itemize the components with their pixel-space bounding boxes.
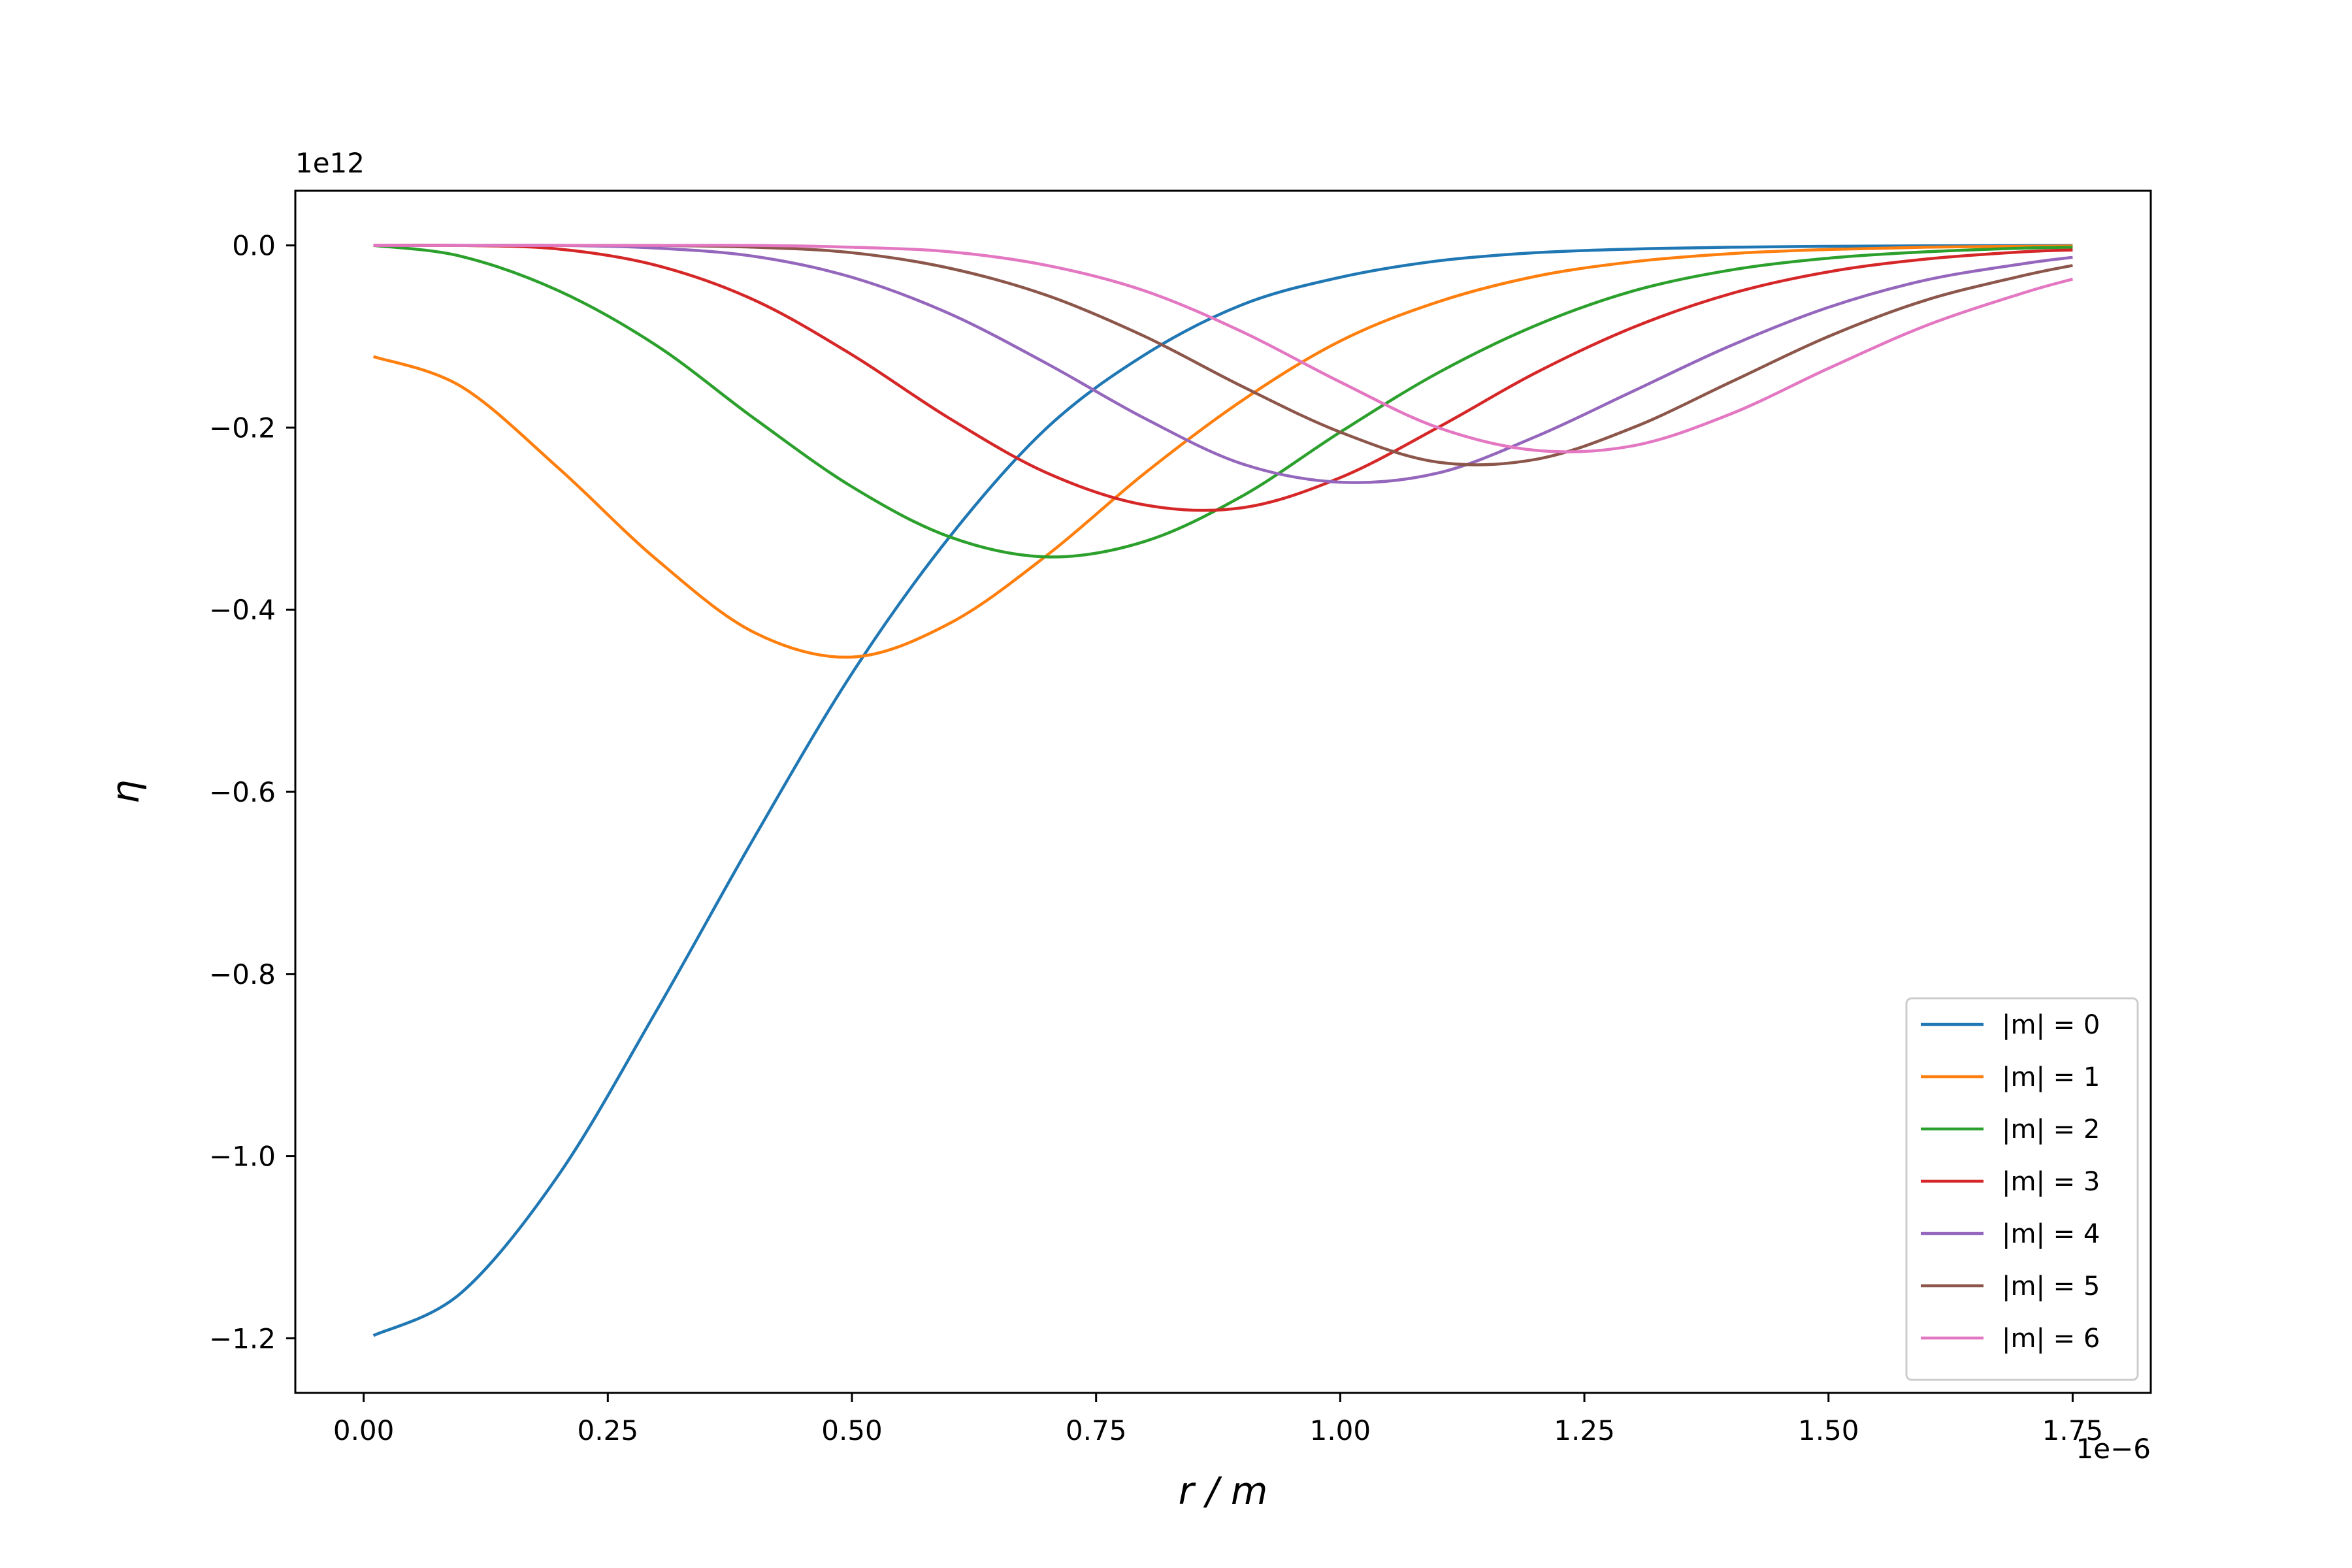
y-tick-label: 0.0 [232, 230, 276, 262]
x-axis-label: r / m [1179, 1469, 1268, 1513]
series-line-m6 [373, 244, 2074, 453]
x-tick-label: 0.75 [1066, 1414, 1127, 1446]
y-tick-label: −0.2 [209, 412, 276, 444]
y-tick-label: −0.6 [209, 776, 276, 808]
y-tick-label: −0.8 [209, 958, 276, 990]
x-axis-offset-label: 1e−6 [2076, 1433, 2151, 1465]
x-tick-label: 1.75 [2042, 1414, 2104, 1446]
x-tick-label: 1.00 [1310, 1414, 1371, 1446]
x-tick-label: 1.25 [1554, 1414, 1615, 1446]
y-axis-label: η [103, 780, 148, 804]
legend: |m| = 0 |m| = 1 |m| = 2 |m| = 3 |m| = 4 |m| =… [1905, 997, 2139, 1381]
series-line-m0 [372, 244, 2073, 1337]
x-tick-label: 0.25 [578, 1414, 639, 1446]
x-tick-label: 1.50 [1798, 1414, 1859, 1446]
legend-entry-label: |m| = 1 [2002, 1062, 2100, 1092]
legend-entry-label: |m| = 2 [2002, 1115, 2100, 1145]
x-tick-label: 0.50 [821, 1414, 883, 1446]
legend-entry-label: |m| = 3 [2002, 1167, 2100, 1197]
y-tick-label: −1.0 [209, 1141, 276, 1173]
series-line-m4 [373, 244, 2073, 484]
x-axis: 0.00 0.25 0.50 0.75 1.00 1.25 1.50 1.75 [333, 1393, 2103, 1446]
y-tick-label: −0.4 [209, 594, 276, 626]
y-axis-offset-label: 1e12 [295, 147, 365, 179]
series-line-m1 [372, 244, 2073, 659]
series-line-m2 [373, 244, 2073, 559]
y-axis: 0.0 −0.2 −0.4 −0.6 −0.8 −1.0 −1.2 [209, 230, 295, 1354]
legend-entry-label: |m| = 0 [2002, 1010, 2100, 1040]
legend-entry-label: |m| = 6 [2002, 1324, 2100, 1354]
series-layer [372, 243, 2074, 1337]
legend-entry-label: |m| = 4 [2002, 1219, 2100, 1249]
x-tick-label: 0.00 [333, 1414, 395, 1446]
series-line-m3 [373, 243, 2073, 512]
y-tick-label: −1.2 [209, 1322, 276, 1354]
legend-entry-label: |m| = 5 [2002, 1271, 2100, 1301]
